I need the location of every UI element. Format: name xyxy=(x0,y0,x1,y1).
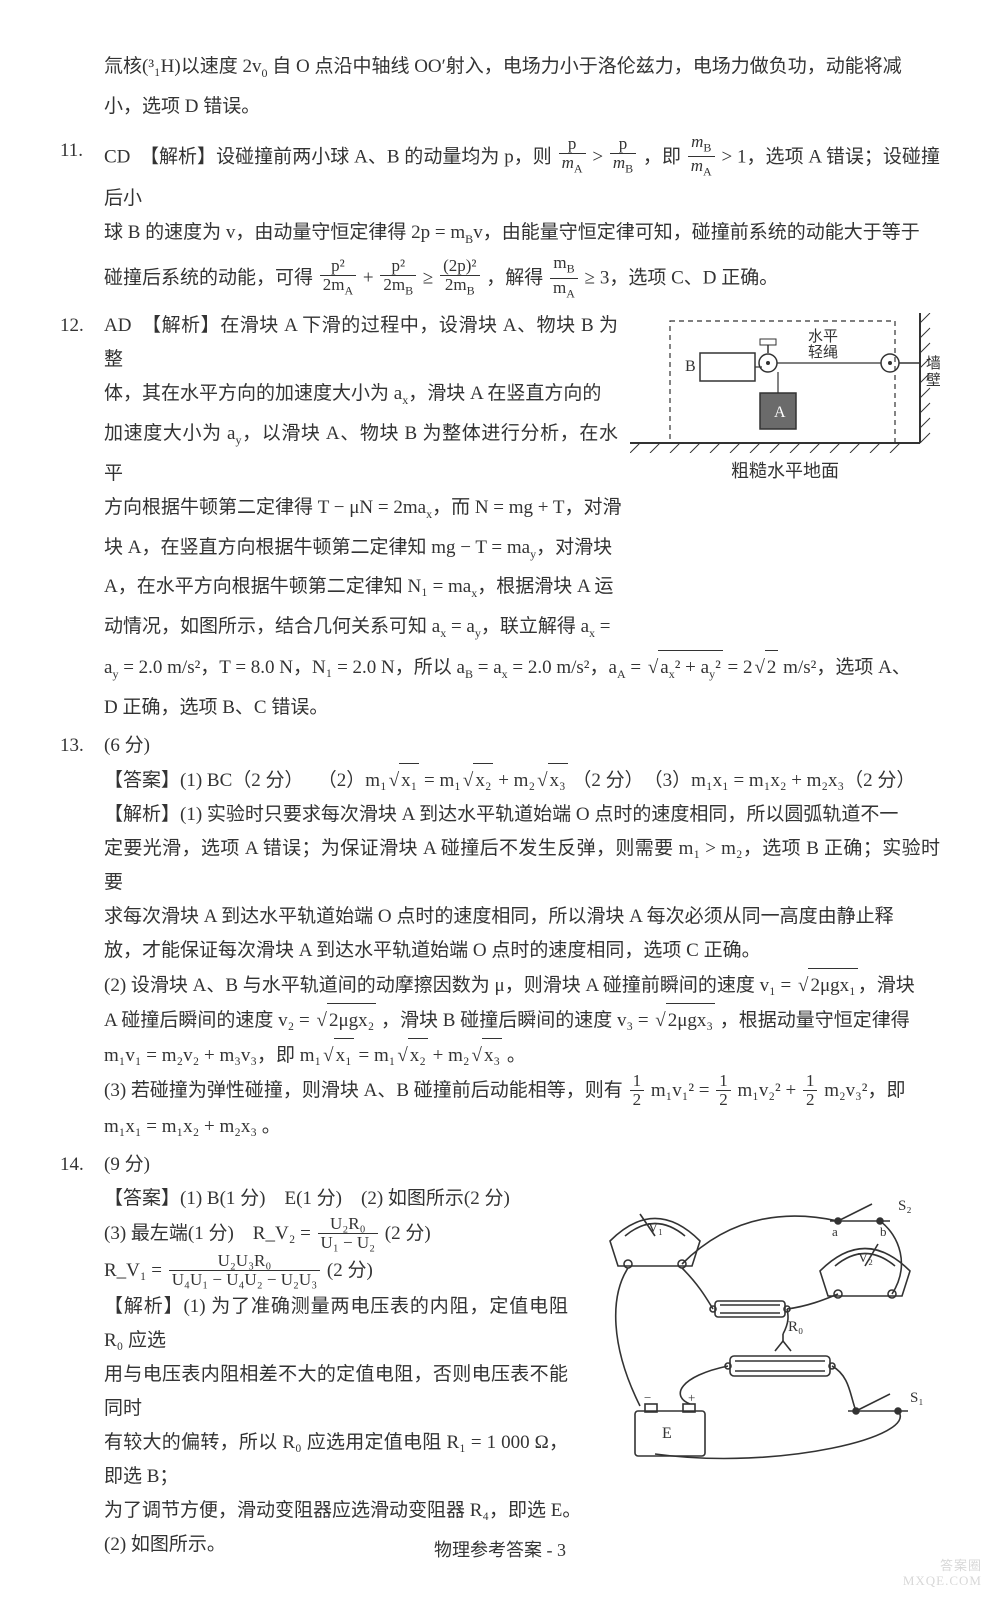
svg-text:a: a xyxy=(832,1224,838,1239)
q12-figure: B A 水平 轻绳 墙 壁 粗糙水平地面 xyxy=(630,313,940,473)
q12-l6: A，在水平方向根据牛顿第二定律知 N₁ = max，根据滑块 A 运 xyxy=(104,570,940,610)
svg-text:轻绳: 轻绳 xyxy=(808,344,838,361)
q11-line2: 球 B 的速度为 v，由动量守恒定律得 2p = mBv，由能量守恒定律可知，碰… xyxy=(104,216,940,256)
svg-text:−: − xyxy=(644,1390,651,1405)
svg-text:水平: 水平 xyxy=(808,328,838,345)
svg-text:V₁: V₁ xyxy=(648,1221,663,1236)
q12-l9: D 正确，选项 B、C 错误。 xyxy=(104,691,940,725)
svg-text:V₂: V₂ xyxy=(858,1251,873,1266)
q12-l7: 动情况，如图所示，结合几何关系可知 ax = ay，联立解得 ax = xyxy=(104,610,940,650)
q14: 14. (9 分) V₁ xyxy=(60,1148,940,1562)
q12-label-A: A xyxy=(774,404,786,421)
q12-l4: 方向根据牛顿第二定律得 T − μN = 2max，而 N = mg + T，对… xyxy=(104,491,940,531)
q13-e8: (3) 若碰撞为弹性碰撞，则滑块 A、B 碰撞前后动能相等，则有 12 m₁v₁… xyxy=(104,1073,940,1110)
svg-text:R₀: R₀ xyxy=(788,1319,803,1335)
svg-text:墙: 墙 xyxy=(926,355,940,372)
q11-line1: CD 【解析】设碰撞前两小球 A、B 的动量均为 p，则 pmA > pmB ，… xyxy=(104,134,940,216)
q11-line3: 碰撞后系统的动能，可得 p²2mA + p²2mB ≥ (2p)²2mB ，解得… xyxy=(104,255,940,303)
svg-text:E: E xyxy=(662,1425,672,1442)
q13-e1: 【解析】(1) 实验时只要求每次滑块 A 到达水平轨道始端 O 点时的速度相同，… xyxy=(104,798,940,832)
q14-head: (9 分) xyxy=(104,1148,940,1182)
q10-tail-1: 氚核(³₁H)以速度 2v0 自 O 点沿中轴线 OO′射入，电场力小于洛伦兹力… xyxy=(60,50,940,90)
q13-head: (6 分) xyxy=(104,729,940,763)
q14-figure: V₁ V₂ S₂ a b xyxy=(580,1186,940,1476)
q13-e3: 求每次滑块 A 到达水平轨道始端 O 点时的速度相同，所以滑块 A 每次必须从同… xyxy=(104,900,940,934)
q13-e9: m₁x₁ = m₁x₂ + m₂x₃ 。 xyxy=(104,1110,940,1144)
q14-number: 14. xyxy=(60,1148,104,1182)
q12-figure-caption: 粗糙水平地面 xyxy=(630,457,940,483)
q13-answer: 【答案】(1) BC（2 分） （2）m₁x₁ = m₁x₂ + m₂x₃ （2… xyxy=(104,763,940,798)
q12-l5: 块 A，在竖直方向根据牛顿第二定律知 mg − T = may，对滑块 xyxy=(104,531,940,571)
q12-l8: ay = 2.0 m/s²，T = 8.0 N，N₁ = 2.0 N，所以 aB… xyxy=(104,650,940,691)
svg-text:S₁: S₁ xyxy=(910,1390,924,1406)
watermark: 答案圈 MXQE.COM xyxy=(903,1558,982,1588)
q11: 11. CD 【解析】设碰撞前两小球 A、B 的动量均为 p，则 pmA > p… xyxy=(60,134,940,303)
svg-text:壁: 壁 xyxy=(926,372,940,389)
q12: 12. xyxy=(60,309,940,725)
q13-number: 13. xyxy=(60,729,104,763)
q13-e4: 放，才能保证每次滑块 A 到达水平轨道始端 O 点时的速度相同，选项 C 正确。 xyxy=(104,934,940,968)
q13: 13. (6 分) 【答案】(1) BC（2 分） （2）m₁x₁ = m₁x₂… xyxy=(60,729,940,1144)
q13-e2: 定要光滑，选项 A 错误；为保证滑块 A 碰撞后不发生反弹，则需要 m₁ > m… xyxy=(104,832,940,900)
q10-tail-2: 小，选项 D 错误。 xyxy=(60,90,940,124)
q13-e7: m₁v₁ = m₂v₂ + m₃v₃，即 m₁x₁ = m₁x₂ + m₂x₃ … xyxy=(104,1038,940,1073)
q11-number: 11. xyxy=(60,134,104,168)
svg-text:S₂: S₂ xyxy=(898,1198,912,1214)
q14-e4: 为了调节方便，滑动变阻器应选滑动变阻器 R₄，即选 E。 xyxy=(104,1494,940,1528)
q13-e6: A 碰撞后瞬间的速度 v₂ = 2μgx₂ ，滑块 B 碰撞后瞬间的速度 v₃ … xyxy=(104,1003,940,1038)
q13-e5: (2) 设滑块 A、B 与水平轨道间的动摩擦因数为 μ，则滑块 A 碰撞前瞬间的… xyxy=(104,968,940,1003)
page-footer: 物理参考答案 - 3 xyxy=(0,1536,1000,1562)
q12-label-B: B xyxy=(685,358,696,375)
q12-number: 12. xyxy=(60,309,104,343)
